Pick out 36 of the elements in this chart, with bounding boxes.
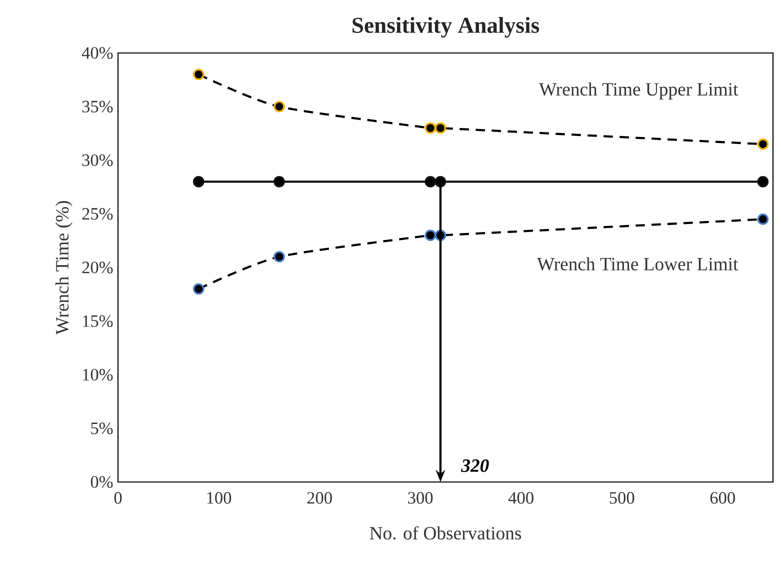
x-tick-label: 100 <box>207 492 232 504</box>
point <box>434 122 446 134</box>
x-tick-label: 200 <box>307 492 332 504</box>
point <box>274 251 285 262</box>
point <box>424 230 436 241</box>
ref-line-label: 320 <box>461 459 489 472</box>
y-tick-label: 25% <box>82 208 113 220</box>
y-tick-label: 10% <box>83 368 113 381</box>
y-tick-label: 5% <box>91 422 113 434</box>
point <box>192 68 204 80</box>
point <box>192 176 204 188</box>
x-tick-label: 0 <box>114 492 122 504</box>
y-tick-label: 30% <box>82 154 113 166</box>
series-label: Wrench Time Lower Limit <box>536 257 738 271</box>
point <box>274 176 285 188</box>
x-tick-label: 600 <box>710 492 735 504</box>
x-tick-label: 400 <box>508 492 534 504</box>
x-tick-label: 500 <box>610 492 634 504</box>
y-tick-label: 40% <box>82 47 113 59</box>
point <box>274 100 285 112</box>
chart-title: Sensitivity Analysis <box>352 17 540 38</box>
y-tick-label: 20% <box>82 262 113 274</box>
y-axis-title: Wrench Time (%) <box>55 201 72 335</box>
point <box>192 283 204 295</box>
x-axis-title: No. of Observations <box>370 526 522 540</box>
x-tick-label: 300 <box>408 492 433 504</box>
point <box>424 122 436 134</box>
point <box>434 176 446 188</box>
point <box>424 176 436 188</box>
point <box>757 176 769 188</box>
point <box>757 138 769 150</box>
y-tick-label: 15% <box>83 315 113 327</box>
series-label: Wrench Time Upper Limit <box>539 82 738 100</box>
y-tick-label: 35% <box>82 100 113 112</box>
y-tick-label: 0% <box>90 476 113 488</box>
point <box>757 214 769 225</box>
